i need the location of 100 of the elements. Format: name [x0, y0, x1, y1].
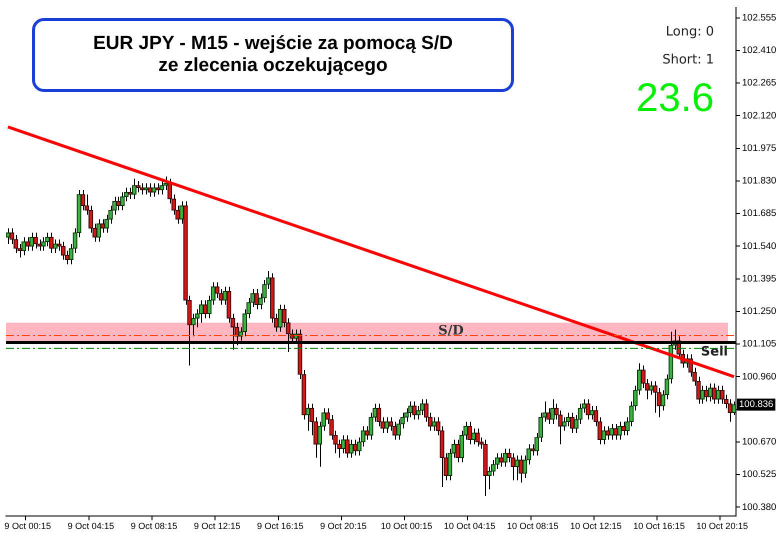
candlestick — [652, 380, 658, 414]
candlestick — [21, 236, 26, 256]
candlestick — [590, 405, 594, 420]
y-tick-label: 100.380 — [742, 502, 776, 513]
candlestick — [348, 439, 354, 458]
candlestick — [341, 434, 346, 454]
x-tick-label: 10 Oct 12:15 — [570, 521, 622, 532]
annotation: 23.6 — [636, 76, 714, 120]
candlestick — [10, 228, 14, 244]
band-label: S/D — [438, 323, 464, 338]
x-tick-label: 10 Oct 20:15 — [696, 521, 748, 532]
candlestick — [708, 382, 713, 402]
candlestick — [41, 236, 46, 252]
candlestick — [384, 416, 390, 434]
y-tick-label: 100.960 — [742, 371, 776, 382]
candlestick — [471, 428, 476, 445]
y-tick-label: 101.250 — [742, 306, 776, 318]
candlestick — [502, 448, 508, 468]
x-tick-label: 10 Oct 04:15 — [444, 521, 496, 532]
candlestick — [700, 385, 705, 404]
y-tick-label: 102.265 — [742, 78, 776, 89]
text: 100.836 — [739, 399, 774, 410]
y-tick-label: 101.830 — [742, 176, 776, 187]
candlestick — [467, 421, 472, 445]
candlestick — [550, 398, 555, 424]
candlestick — [179, 200, 184, 224]
candlestick — [128, 187, 133, 200]
candlestick — [586, 398, 590, 420]
x-tick-label: 9 Oct 00:15 — [4, 521, 51, 532]
candlestick — [163, 176, 168, 190]
candlestick — [148, 182, 152, 198]
candlestick — [144, 182, 148, 195]
y-tick-label: 101.975 — [742, 142, 776, 154]
candlestick — [475, 428, 480, 447]
candlestick — [530, 444, 536, 456]
candlestick — [198, 300, 204, 324]
candlestick — [136, 180, 141, 193]
candlestick — [49, 232, 54, 254]
candlestick — [278, 304, 283, 332]
candlestick — [720, 385, 725, 404]
ref-line-label: Sell — [700, 344, 728, 360]
y-tick-label: 101.395 — [742, 273, 776, 284]
candlestick — [222, 286, 228, 306]
candlestick — [191, 313, 196, 337]
candlestick — [455, 439, 460, 463]
y-tick-label: 101.540 — [742, 240, 776, 252]
annotation: Short: 1 — [662, 52, 714, 68]
candlestick — [152, 182, 156, 198]
candlestick — [214, 282, 220, 298]
candlestick — [344, 434, 350, 458]
y-tick-label: 101.105 — [742, 338, 776, 350]
candlestick — [420, 398, 425, 416]
candlestick — [132, 178, 137, 200]
candlestick — [712, 382, 717, 404]
candlestick — [570, 412, 575, 434]
candlestick — [510, 452, 516, 481]
y-tick-label: 102.120 — [742, 110, 776, 122]
y-tick-label: 102.410 — [742, 45, 776, 56]
candlestick — [352, 439, 358, 456]
candlestick — [160, 180, 164, 195]
x-tick-label: 9 Oct 04:15 — [68, 521, 114, 532]
candlestick — [514, 454, 520, 481]
candlestick — [96, 218, 102, 242]
candlestick — [459, 430, 464, 463]
candlestick — [52, 238, 58, 254]
x-tick-label: 9 Oct 20:15 — [320, 521, 367, 532]
y-tick-label: 100.670 — [742, 436, 776, 448]
candlestick — [613, 423, 618, 440]
candlestick — [621, 421, 626, 436]
candlestick — [254, 288, 259, 310]
x-tick-label: 9 Oct 08:15 — [130, 521, 178, 532]
y-tick-label: 100.525 — [742, 469, 776, 480]
candlestick — [120, 192, 125, 211]
x-tick-label: 10 Oct 08:15 — [507, 521, 559, 532]
candlestick — [609, 423, 614, 440]
y-tick-label: 102.555 — [742, 12, 776, 24]
candlestick — [33, 232, 38, 249]
candlestick — [396, 418, 401, 440]
candlestick — [156, 182, 160, 195]
candlestick — [202, 300, 208, 319]
candlestick — [448, 448, 452, 481]
candlestick — [392, 421, 398, 440]
candlestick — [412, 400, 417, 420]
candlestick — [518, 454, 524, 483]
x-tick-label: 9 Oct 16:15 — [256, 521, 304, 532]
candlestick — [376, 403, 382, 427]
candlestick — [104, 214, 109, 234]
candlestick — [364, 426, 370, 440]
x-tick-label: 10 Oct 16:15 — [633, 521, 685, 532]
candlestick — [617, 421, 622, 440]
candlestick — [6, 228, 10, 244]
candlestick — [601, 426, 606, 445]
candlestick — [29, 232, 34, 252]
candlestick — [728, 398, 732, 422]
candlestick — [704, 385, 709, 402]
x-tick-label: 10 Oct 00:15 — [380, 521, 432, 532]
candlestick — [140, 182, 144, 195]
x-tick-label: 9 Oct 12:15 — [194, 521, 240, 532]
candlestick — [60, 241, 66, 260]
y-tick-label: 101.685 — [742, 208, 776, 220]
